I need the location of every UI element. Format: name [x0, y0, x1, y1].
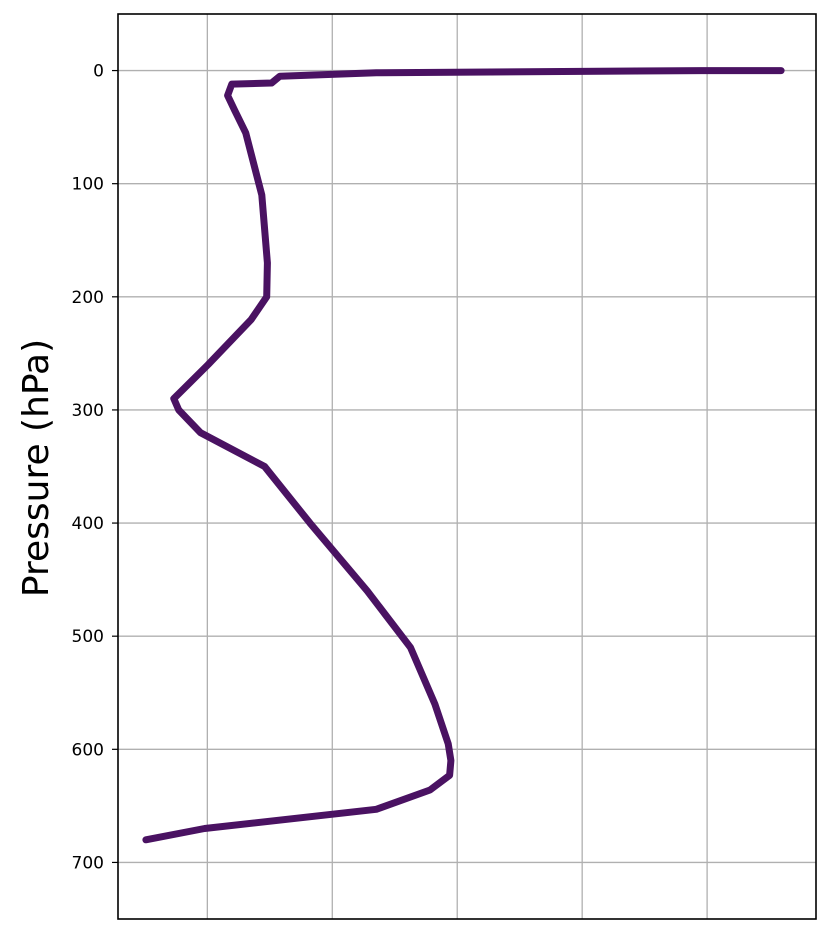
y-tick-label: 300 [72, 401, 104, 421]
y-axis-label: Pressure (hPa) [16, 339, 57, 597]
y-grid [118, 69, 816, 864]
series-line [142, 67, 785, 844]
y-tick-label: 500 [72, 627, 104, 647]
y-tick-label: 600 [72, 740, 104, 760]
plot-frame [117, 13, 817, 920]
y-tick-label: 0 [93, 62, 104, 82]
x-grid [206, 14, 708, 919]
series-layer [142, 67, 785, 844]
y-tick-label: 400 [72, 514, 104, 534]
y-tick-label: 700 [72, 853, 104, 873]
y-tick-label: 100 [72, 175, 104, 195]
y-tick-label: 200 [72, 288, 104, 308]
y-ticks: 0 100 200 300 400 500 600 700 [72, 62, 118, 873]
